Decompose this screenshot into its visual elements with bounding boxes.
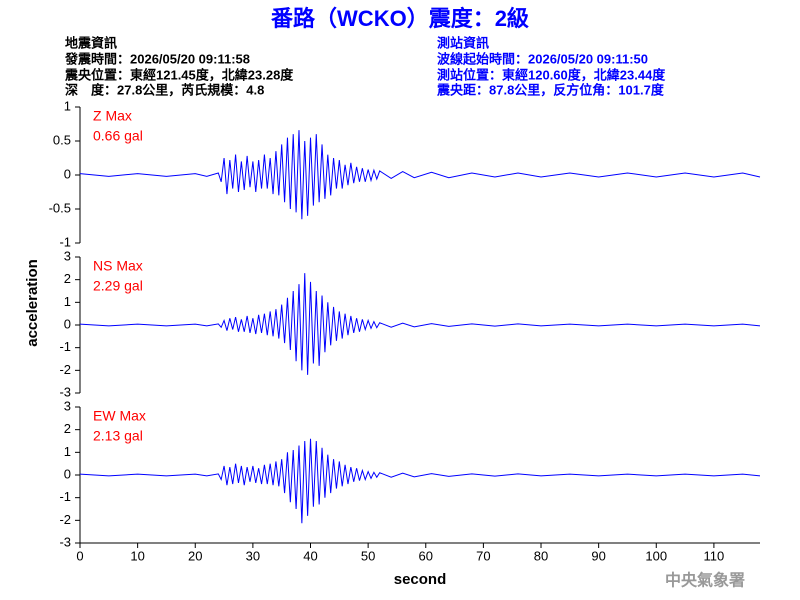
info-text: 波線起始時間：2026/05/20 09:11:50	[437, 51, 648, 66]
y-tick-label: 0	[64, 316, 71, 331]
y-tick-label: 2	[64, 421, 71, 436]
legend-label: EW Max	[93, 408, 146, 424]
y-tick-label: 0	[64, 166, 71, 181]
x-tick-label: 20	[188, 548, 202, 563]
max-label: 2.13 gal	[93, 428, 143, 444]
y-tick-label: -3	[59, 384, 71, 399]
y-tick-label: 3	[64, 248, 71, 263]
chart-title: 番路（WCKO）震度：2級	[270, 6, 529, 31]
y-tick-label: -1	[59, 234, 71, 249]
y-tick-label: 0	[64, 466, 71, 481]
x-tick-label: 40	[303, 548, 317, 563]
y-tick-label: -1	[59, 489, 71, 504]
x-tick-label: 110	[704, 548, 725, 563]
info-text: 發震時間：2026/05/20 09:11:58	[64, 51, 250, 66]
y-tick-label: -2	[59, 512, 71, 527]
waveform	[79, 273, 761, 375]
x-tick-label: 60	[419, 548, 433, 563]
x-tick-label: 30	[246, 548, 260, 563]
y-tick-label: 1	[64, 98, 71, 113]
info-text: 測站位置：東經120.60度，北緯23.44度	[437, 67, 666, 82]
x-tick-label: 0	[76, 548, 83, 563]
y-axis-label: acceleration	[24, 259, 41, 347]
x-tick-label: 70	[476, 548, 490, 563]
x-axis-label: second	[394, 571, 447, 588]
info-text: 深 度：27.8公里，芮氏規模：4.8	[65, 82, 264, 97]
watermark: 中央氣象署	[665, 571, 745, 590]
legend-label: Z Max	[93, 108, 132, 124]
y-tick-label: -0.5	[49, 200, 71, 215]
y-tick-label: 2	[64, 271, 71, 286]
y-tick-label: -2	[59, 362, 71, 377]
y-tick-label: 3	[64, 398, 71, 413]
y-tick-label: 1	[64, 444, 71, 459]
legend-label: NS Max	[93, 258, 143, 274]
info-text: 震央位置：東經121.45度，北緯23.28度	[64, 67, 294, 82]
y-tick-label: 1	[64, 294, 71, 309]
x-tick-label: 50	[361, 548, 375, 563]
info-text: 地震資訊	[65, 35, 117, 50]
y-tick-label: -3	[59, 534, 71, 549]
waveform	[79, 438, 761, 524]
info-text: 測站資訊	[437, 35, 489, 50]
x-tick-label: 90	[591, 548, 605, 563]
max-label: 2.29 gal	[93, 278, 143, 294]
x-tick-label: 80	[534, 548, 548, 563]
y-tick-label: -1	[59, 339, 71, 354]
x-tick-label: 10	[130, 548, 144, 563]
max-label: 0.66 gal	[93, 128, 143, 144]
y-tick-label: 0.5	[53, 132, 71, 147]
info-text: 震央距：87.8公里，反方位角：101.7度	[436, 82, 665, 97]
x-tick-label: 100	[645, 548, 667, 563]
waveform	[79, 130, 761, 220]
